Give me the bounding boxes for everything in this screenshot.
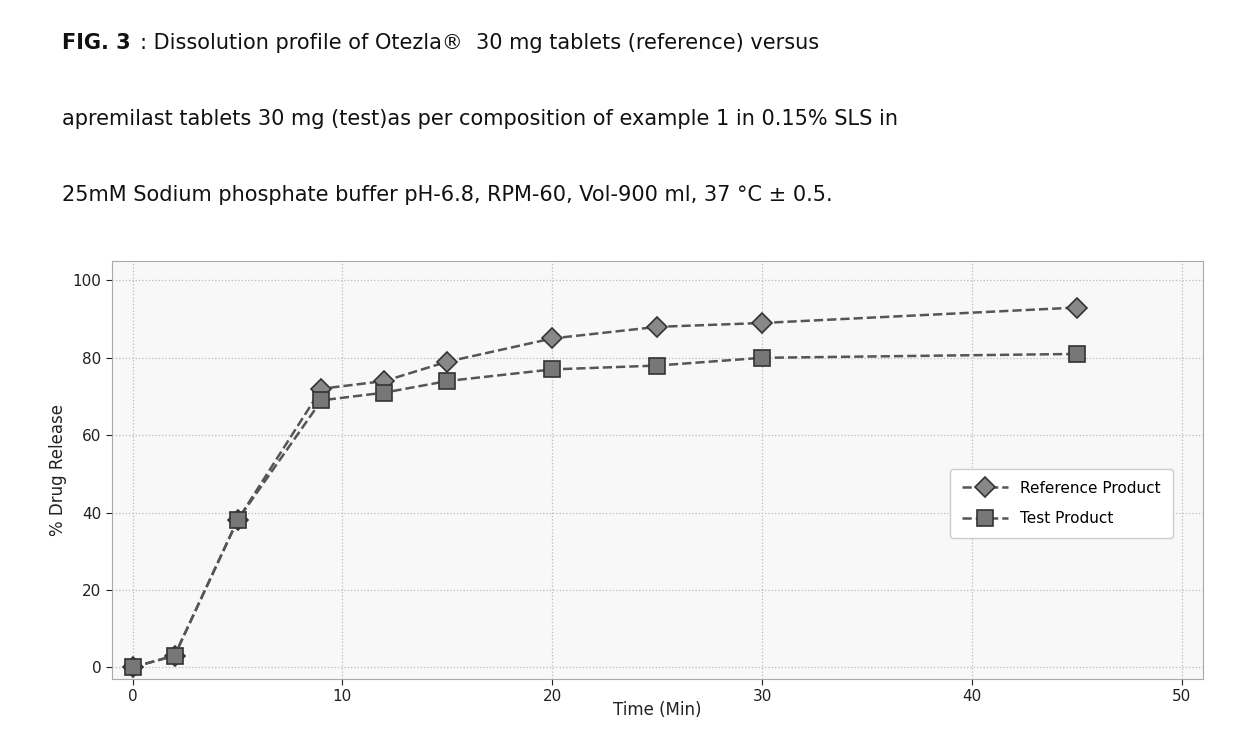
Test Product <box>544 365 559 374</box>
Reference Product <box>125 662 140 671</box>
Text: FIG. 3: FIG. 3 <box>62 33 130 53</box>
Reference Product <box>314 384 329 393</box>
X-axis label: Time (Min): Time (Min) <box>613 701 702 719</box>
Test Product <box>314 396 329 405</box>
Test Product <box>1069 349 1084 358</box>
Reference Product <box>755 319 770 327</box>
Reference Product <box>377 377 392 386</box>
Reference Product <box>1069 303 1084 312</box>
Test Product <box>231 515 246 524</box>
Text: 25mM Sodium phosphate buffer pH-6.8, RPM-60, Vol-900 ml, 37 °C ± 0.5.: 25mM Sodium phosphate buffer pH-6.8, RPM… <box>62 185 832 205</box>
Reference Product <box>167 651 182 660</box>
Test Product <box>125 662 140 671</box>
Reference Product <box>544 334 559 343</box>
Y-axis label: % Drug Release: % Drug Release <box>48 404 67 536</box>
Reference Product <box>650 322 665 331</box>
Line: Reference Product: Reference Product <box>125 301 1084 674</box>
Legend: Reference Product, Test Product: Reference Product, Test Product <box>950 468 1173 539</box>
Test Product <box>755 354 770 363</box>
Test Product <box>440 377 455 386</box>
Test Product <box>167 651 182 660</box>
Text: apremilast tablets 30 mg (test)as per composition of example 1 in 0.15% SLS in: apremilast tablets 30 mg (test)as per co… <box>62 109 898 129</box>
Reference Product <box>440 357 455 366</box>
Test Product <box>377 388 392 397</box>
Test Product <box>650 361 665 370</box>
Line: Test Product: Test Product <box>124 345 1085 676</box>
Reference Product <box>231 515 246 524</box>
Text: : Dissolution profile of Otezla®  30 mg tablets (reference) versus: : Dissolution profile of Otezla® 30 mg t… <box>140 33 818 53</box>
